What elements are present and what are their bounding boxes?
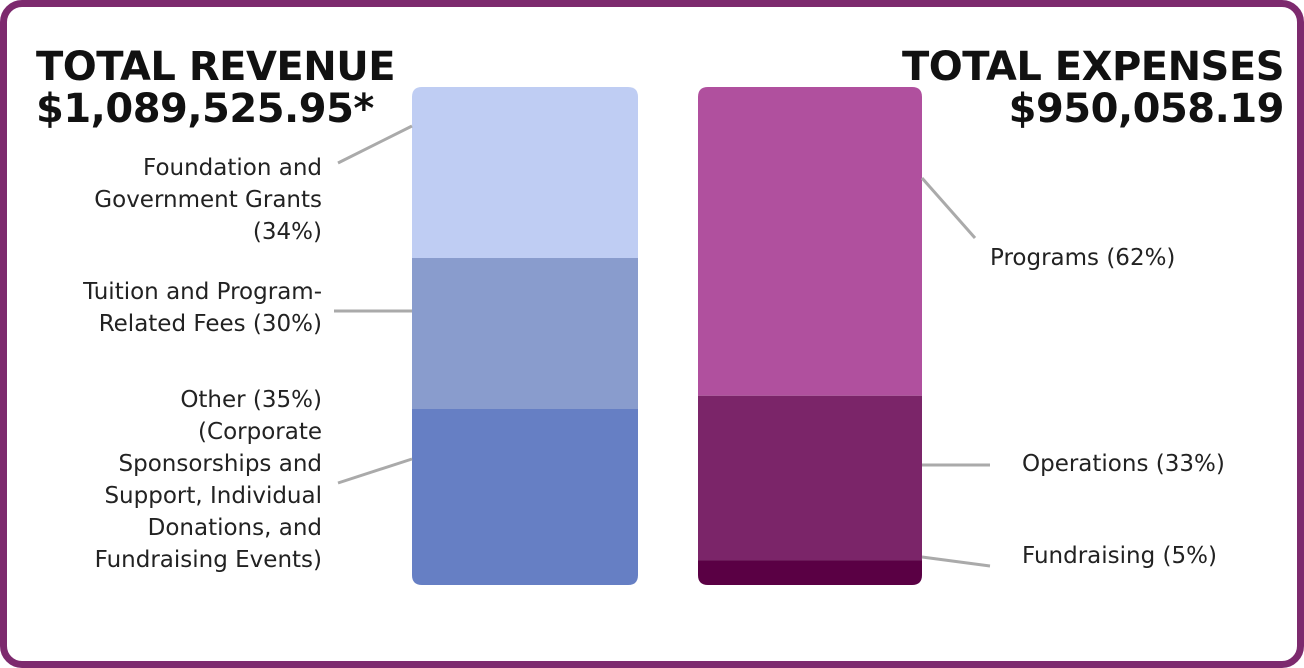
expenses-segment-operations bbox=[698, 395, 922, 561]
revenue-label-tuition: Tuition and Program- Related Fees (30%) bbox=[83, 279, 322, 337]
expenses-heading: TOTAL EXPENSES $950,058.19 bbox=[901, 44, 1285, 132]
expenses-bar-stack bbox=[698, 87, 922, 585]
expenses-label-fundraising: Fundraising (5%) bbox=[1022, 543, 1217, 569]
leader-lines bbox=[334, 124, 991, 568]
revenue-title: TOTAL REVENUE bbox=[36, 44, 396, 90]
expenses-segment-programs bbox=[698, 87, 922, 396]
revenue-bar-stack bbox=[412, 87, 638, 585]
expenses-total: $950,058.19 bbox=[1008, 86, 1285, 132]
leader-line-fundraising bbox=[921, 555, 991, 568]
leader-line-grants bbox=[337, 124, 413, 165]
revenue-total: $1,089,525.95* bbox=[36, 86, 374, 132]
revenue-heading: TOTAL REVENUE $1,089,525.95* bbox=[36, 44, 396, 132]
revenue-label-grants: Foundation and Government Grants (34%) bbox=[94, 155, 322, 245]
expenses-label-programs: Programs (62%) bbox=[990, 245, 1176, 271]
revenue-segment-grants bbox=[412, 87, 638, 259]
expenses-title: TOTAL EXPENSES bbox=[901, 44, 1285, 90]
revenue-segment-other bbox=[412, 408, 638, 585]
revenue-segment-tuition bbox=[412, 258, 638, 409]
revenue-label-other: Other (35%) (Corporate Sponsorships and … bbox=[94, 387, 322, 573]
leader-line-other bbox=[337, 457, 413, 485]
leader-line-programs bbox=[920, 177, 977, 239]
expenses-segment-fundraising bbox=[698, 560, 922, 585]
expenses-label-operations: Operations (33%) bbox=[1022, 451, 1225, 477]
